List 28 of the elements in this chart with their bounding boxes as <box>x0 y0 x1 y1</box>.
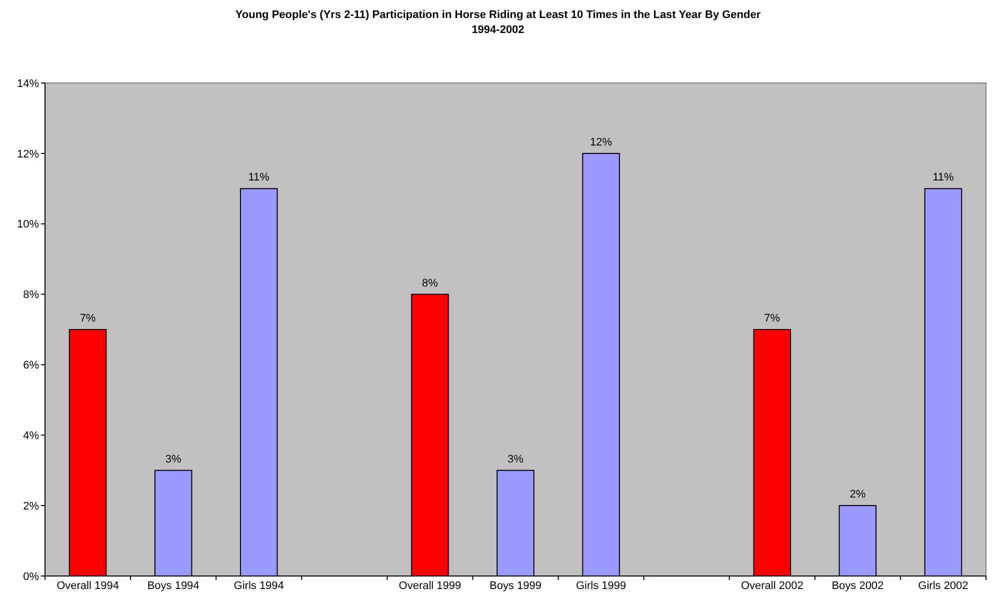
chart-subtitle: 1994-2002 <box>472 24 524 36</box>
data-label: 8% <box>422 277 438 290</box>
x-tick-label: Overall 2002 <box>740 580 804 592</box>
x-tick-label: Girls 1999 <box>576 580 626 592</box>
y-tick-label: 12% <box>16 148 40 160</box>
chart-title: Young People's (Yrs 2-11) Participation in Horse Riding at Least 10 Times in the Last Year By Gender <box>235 9 762 21</box>
x-tick-label: Boys 1994 <box>147 580 200 592</box>
data-label: 2% <box>850 488 866 501</box>
y-tick-label: 0% <box>23 570 40 583</box>
data-label: 12% <box>590 136 612 148</box>
x-tick-label: Boys 1999 <box>490 580 542 592</box>
data-label: 11% <box>932 172 954 184</box>
y-tick-label: 4% <box>23 430 40 442</box>
y-tick-label: 10% <box>16 218 40 231</box>
x-tick-label: Girls 1994 <box>234 580 284 592</box>
y-tick-label: 8% <box>23 289 40 302</box>
x-tick-label: Overall 1994 <box>56 580 119 592</box>
y-tick-label: 6% <box>23 360 40 372</box>
x-tick-label: Girls 2002 <box>918 580 968 592</box>
x-tick-label: Overall 1999 <box>398 580 462 592</box>
data-label: 3% <box>165 453 182 466</box>
data-label: 3% <box>508 453 524 466</box>
x-tick-label: Boys 2002 <box>832 580 884 592</box>
y-tick-label: 14% <box>16 78 40 90</box>
data-label: 11% <box>248 172 270 184</box>
data-label: 7% <box>764 312 780 324</box>
data-label: 7% <box>80 312 96 324</box>
y-tick-label: 2% <box>23 500 40 512</box>
